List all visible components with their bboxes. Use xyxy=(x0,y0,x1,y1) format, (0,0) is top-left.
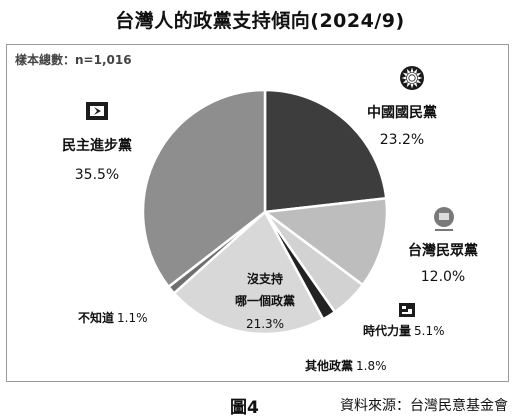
value-kmt: 23.2% xyxy=(380,132,424,148)
sun-ray xyxy=(406,82,411,88)
label-npp: 時代力量 xyxy=(363,323,411,338)
label-tpp: 台灣民眾黨 xyxy=(408,242,478,259)
kmt-sun-emblem-icon xyxy=(400,66,424,90)
value-dontknow: 1.1% xyxy=(117,311,148,325)
sample-size-note: 樣本總數：n=1,016 xyxy=(15,53,132,67)
label-dontknow: 不知道 xyxy=(78,310,114,325)
sun-ray xyxy=(401,76,407,80)
source-note: 資料來源：台灣民意基金會 xyxy=(340,398,508,414)
pie-slice-dpp xyxy=(141,88,267,289)
sun-ray xyxy=(413,68,418,74)
pie-slice-none xyxy=(172,210,325,336)
value-dpp: 35.5% xyxy=(75,167,119,183)
sun-ray xyxy=(417,76,423,80)
label-dpp: 民主進步黨 xyxy=(62,137,132,154)
value-npp: 5.1% xyxy=(414,324,445,338)
sun-ray xyxy=(413,82,418,88)
sun-ray xyxy=(410,83,414,89)
sun-ray xyxy=(406,68,411,74)
sun-ray xyxy=(416,72,422,77)
figure-label: 圖4 xyxy=(230,398,259,418)
value-other: 1.8% xyxy=(356,359,387,373)
label-other: 其他政黨 xyxy=(305,358,353,373)
pie-slice-kmt xyxy=(263,88,388,214)
sun-ray xyxy=(402,79,408,84)
sun-ray xyxy=(416,79,422,84)
value-none: 21.3% xyxy=(246,317,284,331)
chart-title: 台灣人的政黨支持傾向(2024/9) xyxy=(115,10,405,32)
dpp-emblem-icon xyxy=(86,102,108,120)
label-kmt: 中國國民黨 xyxy=(367,104,437,121)
chart-panel: 樣本總數：n=1,016 xyxy=(6,44,509,382)
pie-slice-tpp xyxy=(261,196,389,287)
npp-emblem-icon xyxy=(399,303,415,317)
label-none-line2: 哪一個政黨 xyxy=(235,293,295,308)
sun-ray xyxy=(402,72,408,77)
value-tpp: 12.0% xyxy=(421,269,465,285)
label-none-line1: 沒支持 xyxy=(247,271,283,286)
sun-ray xyxy=(410,67,414,73)
tpp-emblem-icon xyxy=(434,207,454,231)
pie-chart: 中國國民黨 23.2% 台灣民眾黨 12.0% 時代力量 5.1% 其他政黨 1… xyxy=(62,66,478,373)
